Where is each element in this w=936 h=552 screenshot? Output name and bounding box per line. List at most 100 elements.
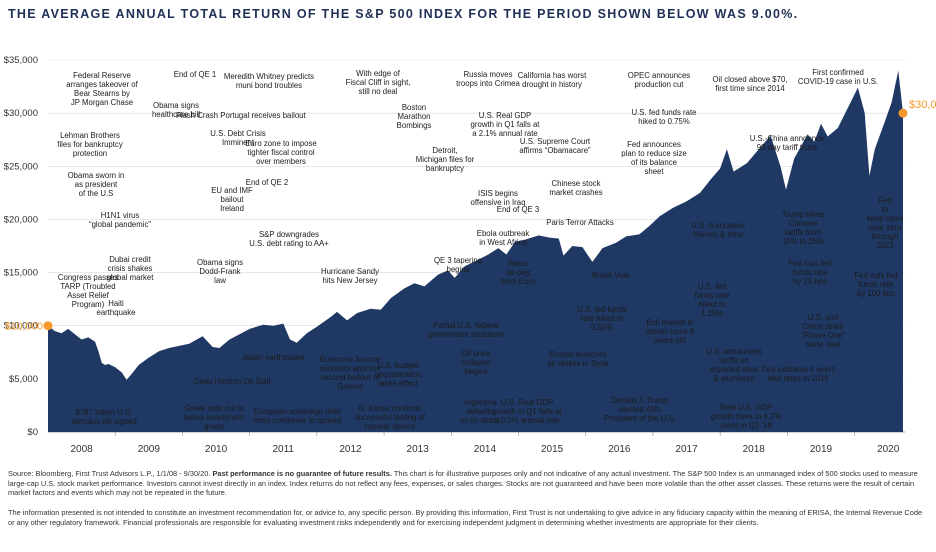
x-tick-label: 2020 [877,444,900,455]
event-annotation: OPEC announces production cut [628,71,691,89]
end-markers: $10,000 $30,000 [5,99,936,333]
event-annotation: With edge of Fiscal Cliff in sight, still … [346,69,411,96]
event-annotation: U.S. fed funds rate hiked to 0.75% [631,108,696,126]
chart-title: THE AVERAGE ANNUAL TOTAL RETURN OF THE S… [8,7,799,21]
y-tick-label: $30,000 [4,108,38,119]
event-annotation: First confirmed COVID-19 case in U.S. [798,68,878,86]
x-tick-label: 2016 [608,444,631,455]
event-annotation: Real U.S. GDP growth rises to 4.2% (ann) i… [711,403,782,430]
x-tick-label: 2017 [675,444,698,455]
sp500-area-series [48,70,903,432]
event-annotation: Lehman Brothers files for bankruptcy prote… [57,131,123,158]
event-annotation: U.S. and China strike “Phase One” trade dea… [801,313,846,349]
y-tick-label: $0 [27,427,38,438]
end-value-label: $30,000 [909,99,936,111]
event-annotation: Oil closed above $70, first time since 20… [713,75,788,93]
sp500-area-chart: $35,000$30,000$25,000$20,000$15,000$10,0… [4,55,936,455]
start-marker [43,321,53,331]
x-axis: 2008 2009 2010 2011 2012 2013 2014 2015 2016 2017… [48,431,905,455]
x-tick-label: 2019 [810,444,833,455]
event-annotation: Partial U.S. federal government shutdown [428,321,505,339]
x-tick-label: 2013 [407,444,430,455]
event-annotation: Oil price collapse begins [462,349,491,376]
event-annotation: Brexit Vote [592,271,630,280]
event-annotation: Chinese stock market crashes [549,179,602,197]
event-annotation: U.S. hurricanes Harvey & Irma [691,221,745,239]
event-annotation: European sovereign debt crisis continues … [253,407,341,425]
event-annotation: Euro zone to impose tighter fiscal contro… [245,139,317,166]
event-annotation: Russia launches air strikes in Syria [547,350,609,368]
y-tick-label: $35,000 [4,55,38,66]
event-annotation: Bull market in stocks turns 8 years old [646,318,694,345]
event-annotation: Flash Crash [176,111,218,120]
event-annotation: End of QE 3 [497,205,539,214]
event-annotation: Boston Marathon Bombings [397,103,432,130]
event-annotation: Trump hikes Chinese tariffs from 10% to 25% [782,210,825,246]
y-tick-label: $10,000 [4,321,38,332]
event-annotation: Fed announces plan to reduce size of its b… [621,140,686,176]
y-tick-label: $15,000 [4,268,38,279]
event-annotation: Deep Horizon Oil Spill [194,377,271,386]
event-annotation: End of QE 2 [246,178,288,187]
event-annotation: U.S. Real GDP growth in Q1 falls at a 2.1%… [471,111,541,138]
event-annotation: Dubai credit crisis shakes global market [107,255,155,282]
y-tick-label: $20,000 [4,214,38,225]
start-value-label: $10,000 [5,321,43,333]
event-annotation: Japan earthquake [242,353,304,362]
event-annotation: U.S. announces tariffs on imported steel & … [706,347,762,383]
event-annotation: Greek debt cut to below investment grade [184,404,245,431]
source-footnote: Source: Bloomberg, First Trust Advisors … [8,469,928,498]
x-tick-label: 2010 [205,444,228,455]
event-annotation: Detroit, Michigan files for bankruptcy [416,146,475,173]
x-tick-label: 2014 [474,444,497,455]
event-annotation: Fed cuts fed funds rate by 25 bps [789,259,832,286]
event-annotation: $787 billion U.S. stimulus bill signed [71,408,136,426]
event-annotation: Obama sworn in as president of the U.S [68,171,125,198]
event-annotation: Russia moves troops into Crimea [456,70,520,88]
source-bold: Past performance is no guarantee of futu… [212,469,392,478]
event-annotation: Congress passes TARP (Troubled Asset Relie… [58,273,118,309]
event-annotation: QE 3 tapering begins [434,256,482,274]
y-tick-label: $25,000 [4,161,38,172]
event-annotation: Obama signs Dodd-Frank law [197,258,243,285]
event-annotation: Haiti earthquake [96,299,135,317]
x-tick-label: 2011 [272,444,294,455]
event-annotation: Fed to keep rates near zero through 2023 [867,196,904,250]
disclaimer-footnote: The information presented is not intende… [8,508,923,527]
event-annotation: N. Korea confirms successful testing of nu… [355,404,426,431]
event-annotation: Fed cuts fed funds rate by 100 bps [855,271,898,298]
event-annotation: S&P downgrades U.S. debt rating to AA+ [249,230,329,248]
y-axis: $35,000 $30,000 $25,000 $20,000 $15,000 $10,0… [4,55,38,438]
event-annotation: Donald J. Trump elected 45th President of … [604,396,676,423]
event-annotation: H1N1 virus “global pandemic” [89,211,151,229]
event-annotation: Obama signs healthcare bill [152,101,200,119]
source-rest: This chart is for illustrative purposes … [8,469,918,498]
x-tick-label: 2018 [743,444,766,455]
event-annotation: EU and IMF bailout Ireland [211,186,253,213]
x-tick-label: 2015 [541,444,564,455]
event-annotation: Ebola outbreak in West Africa [477,229,530,247]
event-annotation: ISIS begins offensive in Iraq [471,189,526,207]
event-annotation: U.S. fed funds rate hiked to 1.25% [695,282,730,318]
event-annotation: End of QE 1 [174,70,216,79]
event-annotation: Swiss de-peg from Euro [501,259,536,286]
event-annotation: Argentina defaults on its debts [460,398,500,425]
x-tick-label: 2012 [339,444,362,455]
event-annotation: U.S. Debt Crisis Imminent [210,129,266,147]
event-annotation: Fed indicates it won’t hike rates in 2019 [762,365,836,383]
event-annotation: U.S.-China announce 90-day tariff truce [750,134,825,152]
event-annotation: California has worst drought in history [518,71,587,89]
event-annotation: Hurricane Sandy hits New Jersey [321,267,379,285]
x-tick-label: 2008 [70,444,93,455]
event-annotation: Federal Reserve arranges takeover of Bear … [66,71,138,107]
event-annotation: U.S. budget sequestration takes effect [375,361,422,388]
x-tick-label: 2009 [138,444,161,455]
event-annotation: U.S. Supreme Court affirms “Obamacare” [519,137,591,155]
source-prefix: Source: Bloomberg, First Trust Advisors … [8,469,213,478]
event-annotation: U.S. fed funds rate hiked to 0.50% [577,305,627,332]
event-annotation: Eurozone finance ministers approve second … [319,355,381,391]
event-annotation: U.S. Real GDP growth in Q1 falls at a 0.2%… [493,398,563,425]
annotations: Federal Reserve arranges takeover of Bear … [57,68,903,431]
event-annotation: Paris Terror Attacks [546,218,614,227]
event-annotation: Portugal receives bailout [220,111,306,120]
